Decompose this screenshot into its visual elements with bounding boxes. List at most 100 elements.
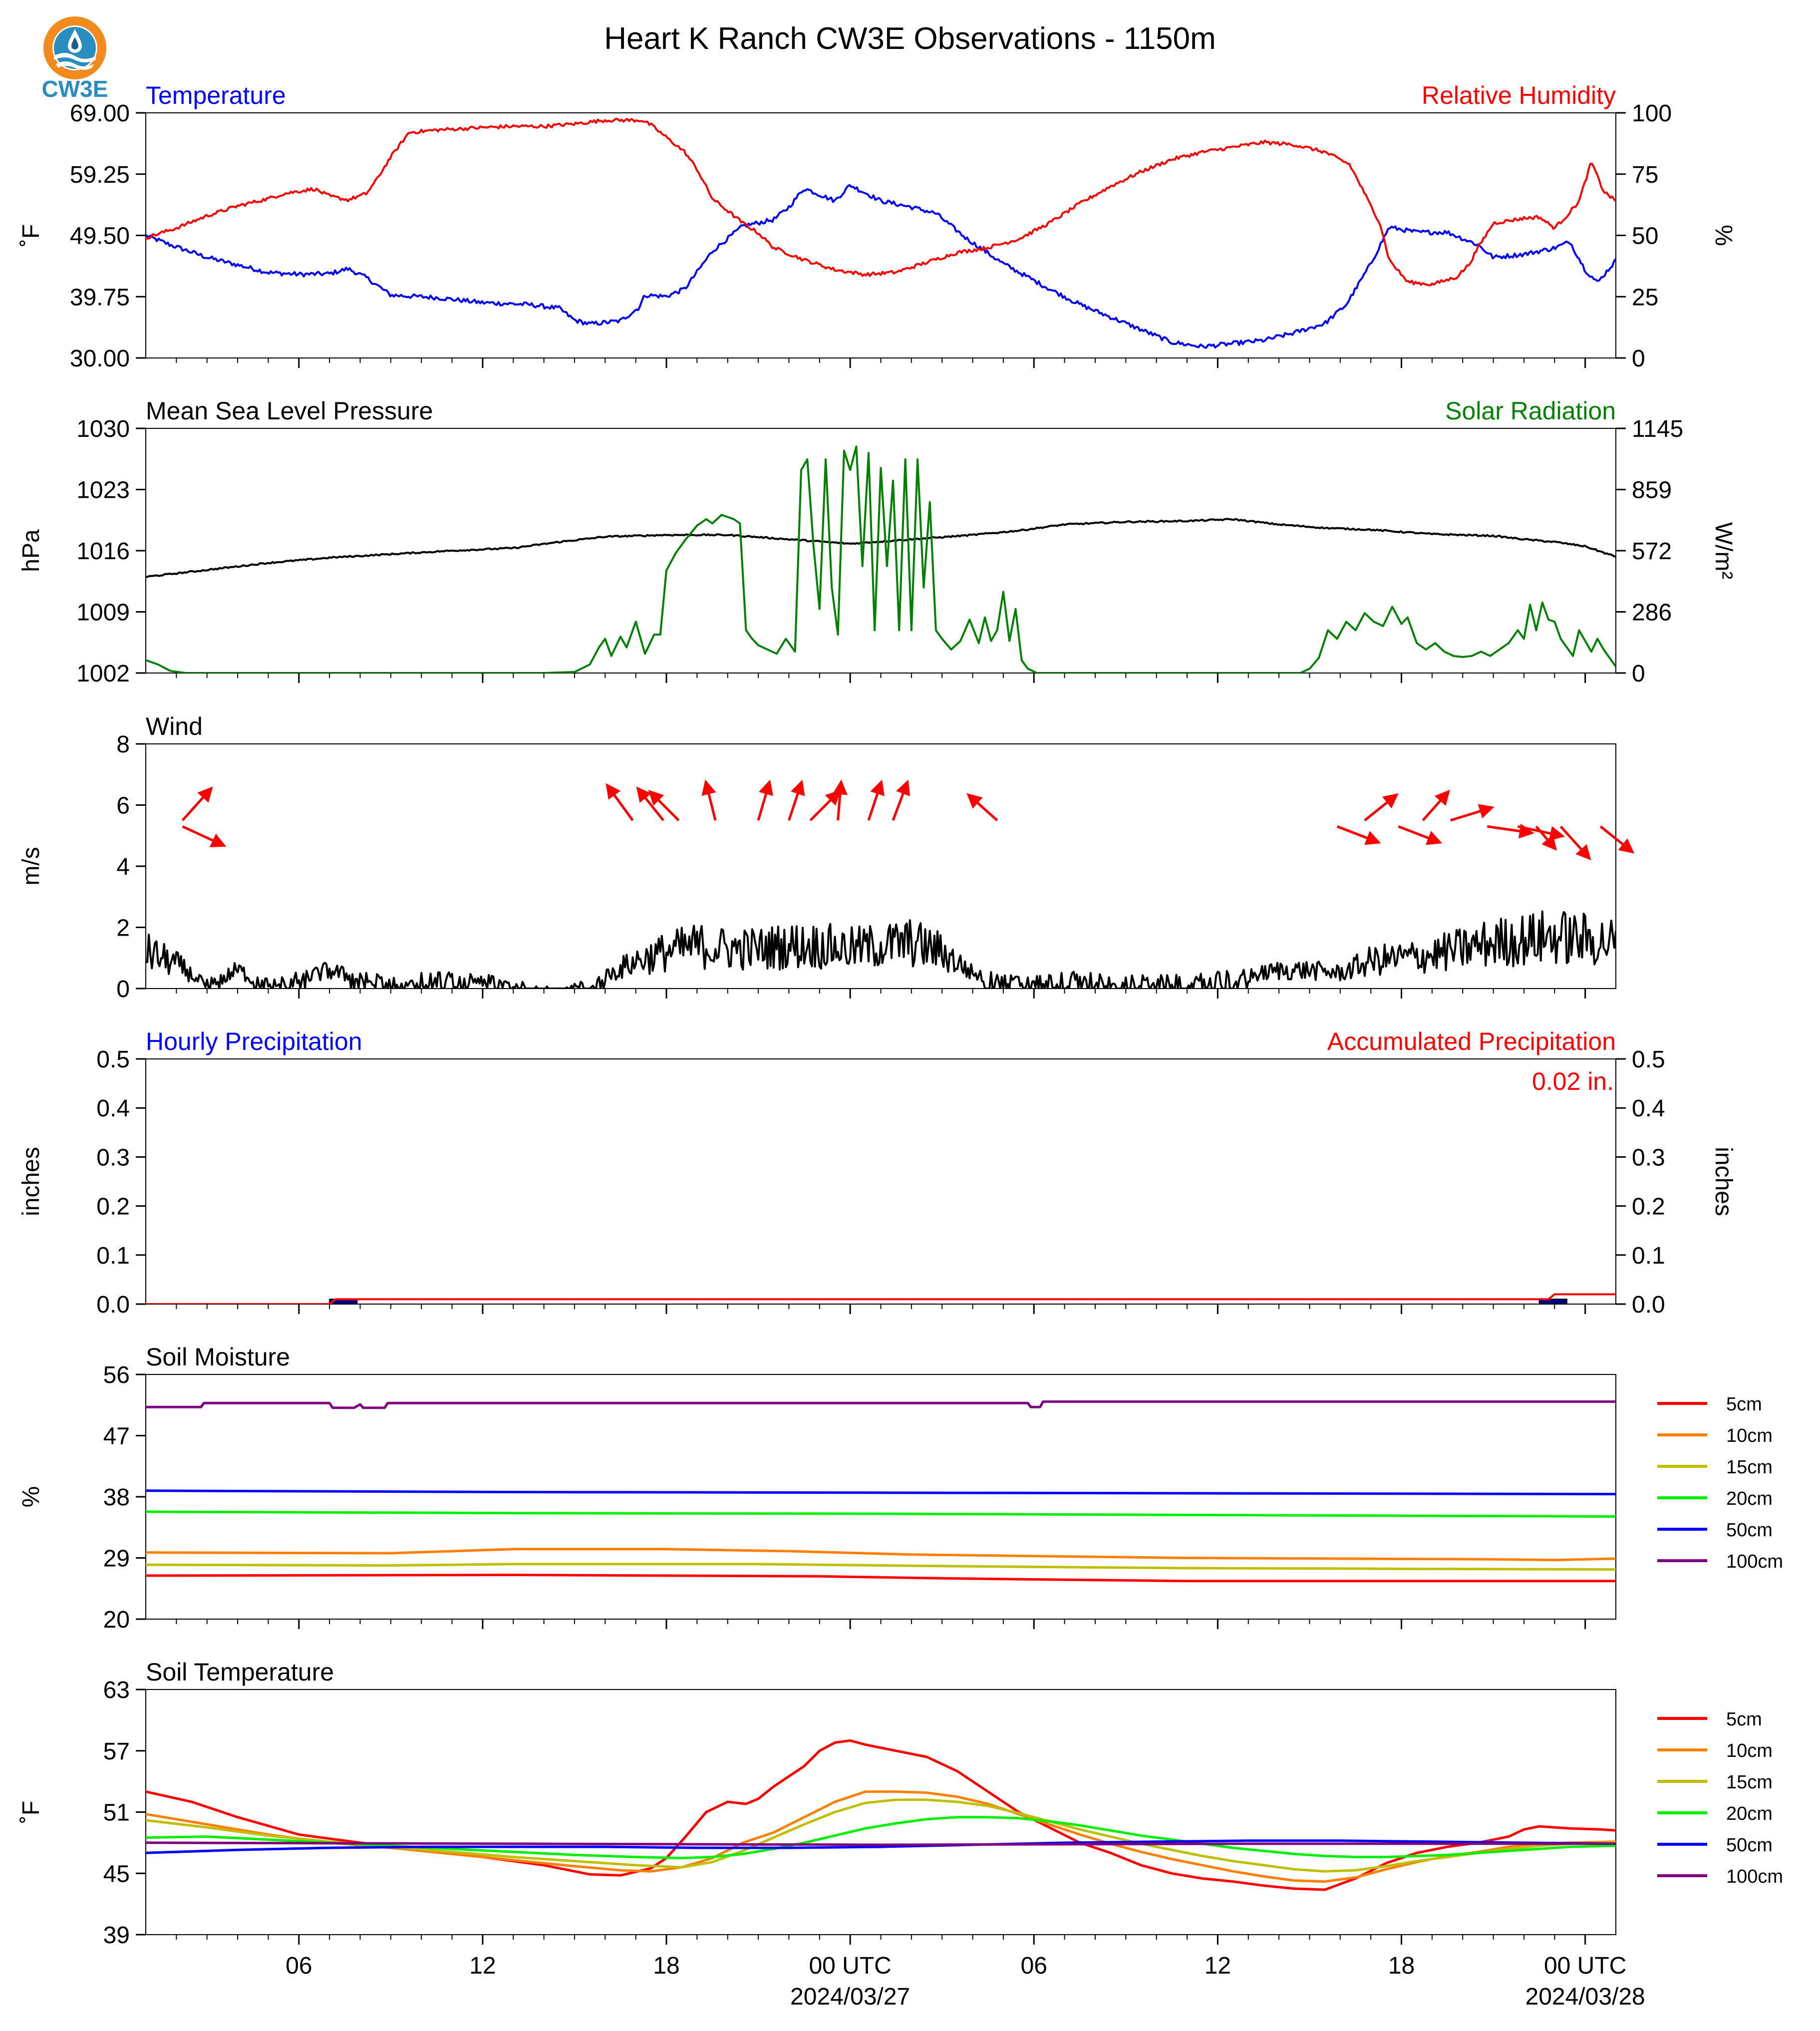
panel-precip: Hourly Precipitation Accumulated Precipit… — [18, 1027, 1737, 1318]
x-tick-label: 00 UTC — [1544, 1953, 1626, 1979]
series-line-5cm — [146, 1739, 1616, 1891]
x-tick-label: 06 — [1021, 1953, 1047, 1979]
series-line-20cm — [146, 1510, 1616, 1518]
data-layer — [146, 1739, 1616, 1891]
y-tick-label-right: 0.1 — [1632, 1243, 1665, 1269]
panel-title-left: Temperature — [146, 81, 286, 109]
series-line-100cm — [146, 1400, 1616, 1409]
y-tick-label: 39 — [103, 1922, 130, 1949]
y-tick-label: 6 — [116, 793, 130, 819]
y-tick-label: 1030 — [76, 416, 130, 442]
panel-title-left: Wind — [146, 712, 203, 740]
legend-label: 50cm — [1726, 1835, 1773, 1856]
data-layer — [146, 910, 1616, 989]
wind-arrow — [182, 825, 227, 847]
y-axis-label-left: hPa — [18, 529, 44, 572]
data-layer — [146, 445, 1616, 673]
y-tick-label: 0.4 — [96, 1095, 130, 1122]
wind-arrow — [1398, 825, 1443, 845]
legend-label: 15cm — [1726, 1457, 1773, 1478]
y-tick-label: 1023 — [76, 477, 130, 504]
data-layer — [146, 1293, 1616, 1304]
y-tick-label-right: 859 — [1632, 477, 1672, 504]
y-tick-label-right: 0.0 — [1632, 1292, 1665, 1318]
wind-arrow — [1535, 825, 1557, 851]
y-tick-label-right: 25 — [1632, 284, 1658, 311]
panel-soil-moisture: Soil Moisture2029384756%5cm10cm15cm20cm5… — [18, 1343, 1783, 1633]
wind-arrow — [809, 789, 841, 821]
legend-label: 15cm — [1726, 1772, 1773, 1793]
y-axis-label-left: inches — [18, 1147, 44, 1216]
panel-title-left: Mean Sea Level Pressure — [146, 397, 433, 425]
x-tick-label: 18 — [1388, 1953, 1415, 1979]
y-tick-label-right: 75 — [1632, 162, 1658, 188]
accumulated-total-label: 0.02 in. — [1532, 1067, 1614, 1095]
series-line-accumulated-precipitation — [146, 1293, 1616, 1304]
series-line-50cm — [146, 1839, 1616, 1854]
x-tick-label: 18 — [653, 1953, 679, 1979]
y-tick-label-right: 572 — [1632, 538, 1672, 565]
wind-arrow — [606, 783, 634, 821]
x-tick-label: 06 — [286, 1953, 312, 1979]
series-line-mean-sea-level-pressure — [146, 518, 1616, 578]
wind-arrow — [181, 786, 213, 821]
legend: 5cm 10cm 15cm 20cm 50cm 100cm — [1657, 1709, 1783, 1887]
y-tick-label: 1002 — [76, 661, 130, 687]
y-tick-label-right: 0.2 — [1632, 1194, 1665, 1220]
y-axis-label-right: % — [1710, 225, 1737, 246]
wind-arrow — [1559, 825, 1591, 861]
series-line-20cm — [146, 1816, 1616, 1860]
y-tick-label: 45 — [103, 1861, 130, 1887]
wind-arrow — [892, 779, 910, 821]
panel-title-right: Accumulated Precipitation — [1327, 1027, 1616, 1055]
wind-arrow — [648, 789, 680, 821]
y-tick-label: 0.5 — [96, 1046, 130, 1073]
y-tick-label: 0 — [116, 976, 130, 1003]
wind-arrow — [1422, 789, 1450, 821]
series-line-10cm — [146, 1548, 1616, 1562]
panels: Temperature Relative Humidity 30.00 39.75 49… — [18, 81, 1783, 2010]
y-tick-label: 63 — [103, 1677, 130, 1703]
legend-label: 10cm — [1726, 1425, 1773, 1446]
y-tick-label-right: 100 — [1632, 100, 1672, 127]
y-tick-label-right: 50 — [1632, 223, 1658, 250]
y-axis-label-right: inches — [1710, 1147, 1737, 1216]
y-tick-label: 49.50 — [70, 223, 130, 250]
wind-arrow — [1599, 825, 1635, 854]
legend-label: 100cm — [1726, 1866, 1783, 1887]
legend-label: 10cm — [1726, 1740, 1773, 1761]
data-layer — [146, 1400, 1616, 1583]
y-tick-label: 1016 — [76, 538, 130, 565]
y-tick-label: 0.3 — [96, 1144, 130, 1171]
panel-wind: Wind 0 2 4 6 8 m/s — [18, 712, 1635, 1003]
logo-text: CW3E — [42, 76, 108, 102]
y-tick-label: 69.00 — [70, 100, 130, 127]
y-tick-label: 0.1 — [96, 1243, 130, 1269]
legend-label: 5cm — [1726, 1394, 1762, 1415]
panel-pressure-solar: Mean Sea Level Pressure Solar Radiation 10… — [18, 397, 1737, 687]
panel-title-left: Soil Temperature — [146, 1658, 334, 1686]
hourly-precip-bar — [1538, 1299, 1567, 1304]
y-tick-label-right: 0 — [1632, 661, 1645, 687]
y-tick-label: 47 — [103, 1423, 130, 1450]
x-tick-label: 12 — [469, 1953, 496, 1979]
series-line-temperature — [146, 184, 1616, 349]
x-date-label: 2024/03/27 — [790, 1984, 910, 2010]
series-line-wind-speed — [146, 910, 1616, 989]
y-axis-label-left: % — [18, 1486, 44, 1508]
panel-title-left: Hourly Precipitation — [146, 1027, 362, 1055]
wind-arrow — [1336, 825, 1381, 845]
y-tick-label: 0.2 — [96, 1194, 130, 1220]
series-line-50cm — [146, 1489, 1616, 1496]
legend-label: 50cm — [1726, 1520, 1773, 1541]
y-tick-label-right: 1145 — [1632, 416, 1683, 442]
x-tick-label: 12 — [1205, 1953, 1231, 1979]
wind-arrow — [788, 779, 805, 821]
y-tick-label: 2 — [116, 915, 130, 942]
panel-soil-temperature: Soil Temperature 39 45 51 57 63 ˚F 06 12 18 00 UTC… — [18, 1658, 1783, 2010]
y-axis-label-right: W/m² — [1710, 522, 1737, 580]
y-tick-label: 1009 — [76, 600, 130, 626]
cw3e-logo: CW3E — [42, 16, 108, 102]
legend-label: 20cm — [1726, 1488, 1773, 1509]
